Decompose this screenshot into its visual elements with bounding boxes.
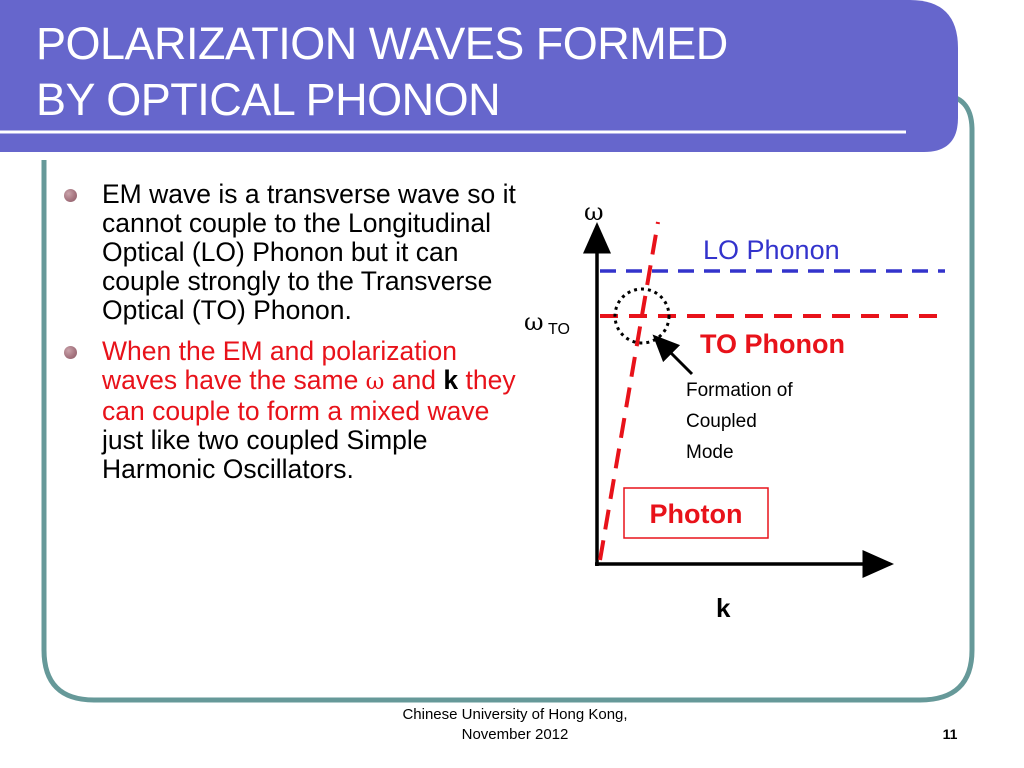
title-bar	[0, 0, 958, 152]
annotation-line-1: Formation of	[686, 380, 793, 401]
bullet-2-red-b: and	[384, 365, 444, 395]
frame-border	[41, 92, 975, 703]
omega-to-label: ω TO	[524, 308, 570, 338]
bullet-1-text: EM wave is a transverse wave so it canno…	[102, 179, 516, 325]
bullet-item-1: EM wave is a transverse wave so it canno…	[62, 180, 517, 325]
bullet-dot-icon	[64, 189, 77, 202]
photon-line	[598, 221, 660, 561]
photon-label-box	[623, 487, 769, 539]
photon-label: Photon	[650, 499, 743, 529]
bullet-2-red-a: When the EM and polarization waves have …	[102, 336, 458, 395]
x-axis-label: k	[716, 593, 731, 623]
omega-to-symbol: ω	[524, 308, 544, 336]
title-line-1: POLARIZATION WAVES FORMED	[36, 18, 728, 69]
bullet-item-2: When the EM and polarization waves have …	[62, 337, 517, 484]
bullet-2-omega: ω	[365, 369, 385, 395]
footer-line-1: Chinese University of Hong Kong,	[402, 706, 628, 723]
bullet-2-black: just like two coupled Simple Harmonic Os…	[102, 425, 428, 484]
slide-title: POLARIZATION WAVES FORMED BY OPTICAL PHO…	[36, 16, 936, 128]
coupled-mode-circle	[613, 287, 671, 345]
footer: Chinese University of Hong Kong, Novembe…	[380, 705, 650, 745]
bullet-2-k: k	[443, 365, 459, 395]
footer-line-2: November 2012	[461, 726, 569, 743]
to-phonon-label: TO Phonon	[700, 329, 845, 359]
omega-to-subscript: TO	[548, 321, 570, 338]
page-number: 11	[942, 726, 958, 742]
bullet-2-red-c: they can couple to form a mixed wave	[102, 365, 516, 426]
annotation-line-3: Mode	[686, 442, 734, 463]
annotation-arrow	[652, 334, 694, 376]
lo-phonon-label: LO Phonon	[703, 235, 840, 265]
bullet-dot-icon	[64, 346, 77, 359]
bullet-list: EM wave is a transverse wave so it canno…	[62, 180, 517, 496]
y-axis-label: ω	[584, 198, 604, 226]
title-line-2: BY OPTICAL PHONON	[36, 74, 501, 125]
annotation-line-2: Coupled	[686, 411, 757, 432]
